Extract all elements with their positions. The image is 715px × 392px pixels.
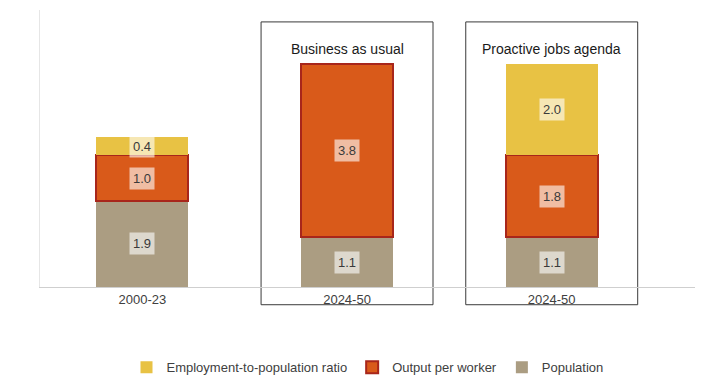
svg-text:1.1: 1.1	[543, 255, 561, 270]
svg-text:Population: Population	[542, 360, 603, 375]
svg-text:1.1: 1.1	[338, 255, 356, 270]
svg-text:2000-23: 2000-23	[118, 292, 166, 307]
svg-text:1.8: 1.8	[543, 189, 561, 204]
svg-text:1.0: 1.0	[133, 171, 151, 186]
svg-text:0.4: 0.4	[133, 139, 151, 154]
svg-text:3.8: 3.8	[338, 143, 356, 158]
svg-text:2024-50: 2024-50	[323, 292, 371, 307]
svg-text:Output per worker: Output per worker	[392, 360, 497, 375]
svg-text:1.9: 1.9	[133, 236, 151, 251]
svg-text:Proactive jobs agenda: Proactive jobs agenda	[482, 41, 621, 57]
svg-text:2.0: 2.0	[543, 102, 561, 117]
svg-text:Employment-to-population ratio: Employment-to-population ratio	[167, 360, 348, 375]
svg-text:Business as usual: Business as usual	[291, 41, 404, 57]
svg-text:2024-50: 2024-50	[528, 292, 576, 307]
